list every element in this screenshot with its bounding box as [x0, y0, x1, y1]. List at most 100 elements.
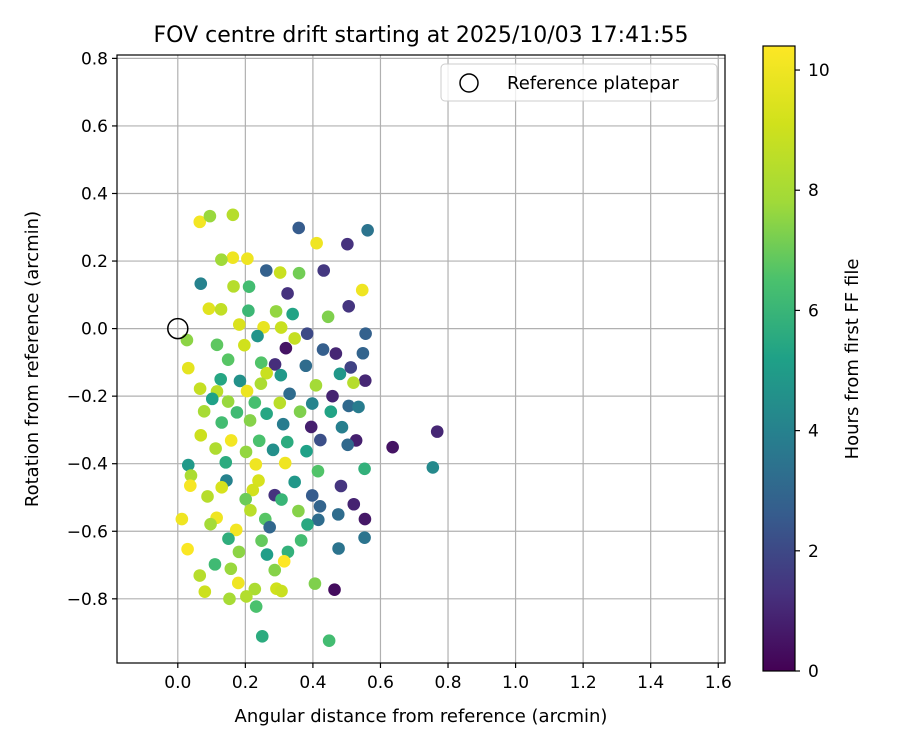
data-point	[239, 445, 253, 459]
data-point	[341, 237, 354, 251]
grid	[117, 55, 725, 663]
data-point	[276, 417, 290, 431]
data-point	[358, 374, 372, 387]
data-points	[175, 208, 444, 648]
data-point	[342, 399, 356, 413]
data-point	[268, 563, 282, 577]
data-point	[359, 327, 372, 340]
data-point	[280, 435, 294, 449]
data-point	[430, 425, 444, 438]
colorbar-label: Hours from first FF file	[842, 259, 863, 460]
data-point	[288, 332, 301, 345]
data-point	[204, 517, 217, 531]
colorbar-tick-label: 10	[808, 61, 830, 81]
data-point	[281, 287, 294, 300]
data-point	[231, 576, 245, 590]
data-point	[328, 583, 341, 597]
data-point	[214, 303, 228, 316]
y-tick-label: −0.2	[67, 387, 108, 407]
data-point	[305, 489, 319, 502]
data-point	[260, 548, 274, 561]
data-point	[209, 442, 222, 455]
x-tick-label: 1.4	[637, 673, 664, 693]
data-point	[243, 414, 257, 427]
data-point	[260, 407, 273, 421]
data-point	[208, 558, 222, 571]
data-point	[308, 577, 322, 590]
data-point	[194, 277, 208, 290]
data-point	[352, 400, 365, 414]
data-point	[205, 392, 219, 406]
data-point	[274, 321, 288, 334]
data-point	[355, 283, 369, 297]
data-point	[312, 513, 325, 527]
y-tick-label: −0.8	[67, 590, 108, 610]
legend: Reference platepar	[440, 63, 718, 102]
data-point	[358, 462, 371, 476]
y-tick-label: 0.0	[81, 320, 108, 340]
data-point	[342, 300, 356, 313]
plot-frame	[116, 54, 726, 664]
data-point	[249, 458, 263, 471]
colorbar	[762, 45, 796, 672]
data-point	[335, 420, 349, 434]
data-point	[181, 458, 195, 472]
x-axis-ticks: 0.0 0.2 0.4 0.6 0.8 1.0 1.2 1.4 1.6	[164, 663, 732, 693]
data-point	[175, 512, 189, 526]
data-point	[242, 280, 256, 294]
data-point	[310, 236, 323, 250]
data-point	[233, 374, 247, 388]
colorbar-ticks: 0 2 4 6 8 10	[795, 61, 830, 682]
data-point	[259, 264, 273, 277]
data-point	[313, 499, 327, 513]
data-point	[242, 304, 255, 317]
plot-area	[117, 55, 725, 663]
data-point	[221, 353, 235, 366]
data-point	[215, 481, 229, 494]
y-tick-label: 0.4	[81, 184, 108, 204]
data-point	[255, 630, 269, 643]
data-point	[224, 434, 238, 447]
data-point	[301, 518, 314, 531]
data-point	[248, 582, 262, 596]
colorbar-tick-label: 8	[808, 181, 819, 201]
data-point	[304, 420, 318, 434]
data-point	[281, 545, 295, 559]
data-point	[252, 474, 265, 487]
reference-marker-layer	[167, 317, 189, 340]
data-point	[193, 382, 207, 396]
data-point	[240, 590, 253, 603]
y-axis-ticks: −0.8 −0.6 −0.4 −0.2 0.0 0.2 0.4 0.6 0.8	[67, 49, 117, 610]
data-point	[226, 208, 240, 222]
data-point	[229, 523, 243, 537]
data-point	[226, 251, 240, 264]
x-axis-label: Angular distance from reference (arcmin)	[235, 706, 608, 727]
data-point	[257, 320, 270, 334]
y-tick-label: −0.4	[67, 455, 108, 475]
data-point	[309, 379, 323, 392]
data-point	[193, 569, 207, 582]
data-point	[286, 307, 299, 321]
data-point	[305, 397, 319, 410]
data-point	[251, 329, 264, 343]
data-point	[183, 479, 197, 492]
x-tick-label: 0.2	[232, 673, 259, 693]
data-point	[311, 464, 325, 478]
data-point	[316, 343, 330, 356]
data-point	[181, 542, 194, 556]
data-point	[197, 405, 211, 418]
colorbar-tick-label: 0	[808, 662, 819, 682]
data-point	[326, 389, 339, 403]
data-point	[193, 215, 207, 229]
data-point	[249, 600, 263, 613]
data-point	[275, 584, 288, 598]
x-tick-label: 0.6	[367, 673, 394, 693]
data-point	[321, 310, 335, 324]
data-point	[300, 444, 313, 458]
data-point	[248, 396, 262, 409]
data-point	[334, 479, 348, 493]
data-point	[210, 338, 224, 352]
y-tick-label: 0.2	[81, 252, 108, 272]
